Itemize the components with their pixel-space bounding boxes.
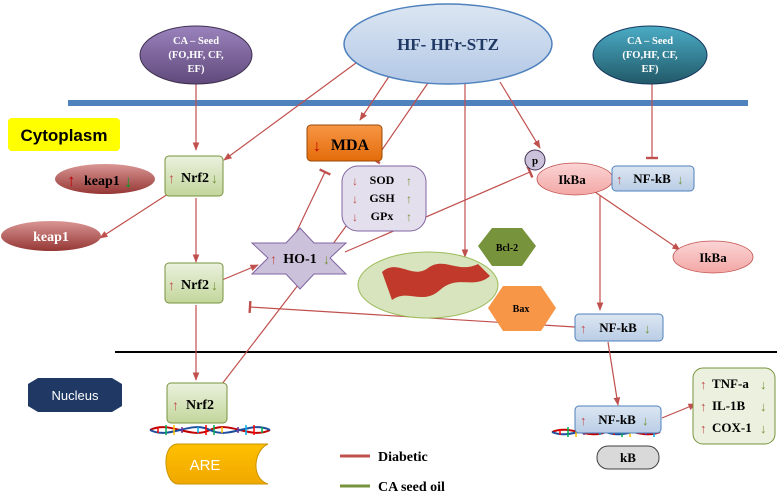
- ca-seed-left-node: CA – Seed (FO,HF, CF, EF): [139, 25, 253, 85]
- nfkb-nucleus-node: ↑ NF-kB ↓: [574, 405, 662, 434]
- cytoplasm-label: Cytoplasm: [8, 118, 120, 151]
- hf-stz-node: HF- HFr-STZ: [343, 3, 553, 85]
- svg-text:↑: ↑: [168, 172, 175, 187]
- svg-text:↓: ↓: [352, 210, 358, 224]
- svg-text:NF-kB: NF-kB: [599, 320, 637, 335]
- svg-text:↑: ↑: [406, 192, 412, 206]
- keap1-up-arrow: ↑: [67, 171, 76, 190]
- ca-seed-right-line1: CA – Seed: [627, 36, 673, 47]
- svg-text:NF-kB: NF-kB: [598, 412, 636, 427]
- mitochondria-node: [357, 251, 499, 319]
- cox1-label: COX-1: [712, 420, 752, 435]
- phospho-node: p: [524, 149, 546, 171]
- gpx-label: GPx: [371, 209, 394, 223]
- keap1-down-arrow: ↓: [124, 172, 133, 191]
- svg-text:p: p: [532, 155, 538, 167]
- svg-text:↑: ↑: [270, 253, 277, 268]
- ca-seed-left-line2: (FO,HF, CF,: [168, 50, 224, 61]
- legend: Diabetic CA seed oil: [340, 450, 445, 494]
- svg-text:↓: ↓: [352, 192, 358, 206]
- svg-text:↑: ↑: [700, 399, 707, 414]
- svg-text:kB: kB: [620, 450, 636, 465]
- svg-text:Nrf2: Nrf2: [186, 398, 214, 413]
- svg-text:keap1: keap1: [33, 230, 69, 245]
- svg-text:↑: ↑: [580, 413, 587, 428]
- ca-seed-left-line1: CA – Seed: [173, 36, 219, 47]
- hf-stz-label: HF- HFr-STZ: [397, 35, 499, 54]
- svg-text:IkBa: IkBa: [558, 172, 586, 187]
- ikba-top-node: IkBa: [536, 162, 614, 196]
- nfkb-top-node: ↑ NF-kB ↓: [611, 165, 695, 192]
- ca-seed-right-node: CA – Seed (FO,HF, CF, EF): [592, 25, 708, 85]
- svg-text:↑: ↑: [168, 279, 175, 294]
- svg-text:NF-kB: NF-kB: [633, 171, 671, 186]
- cytokines-node: ↑ TNF-a ↓ ↑ IL-1B ↓ ↑ COX-1 ↓: [692, 367, 776, 445]
- svg-text:↑: ↑: [406, 174, 412, 188]
- nrf2-nucleus-node: ↑ Nrf2: [166, 382, 228, 424]
- svg-text:Nucleus: Nucleus: [52, 388, 99, 403]
- nfkb-mid-node: ↑ NF-kB ↓: [574, 313, 664, 342]
- svg-text:↑: ↑: [580, 321, 587, 336]
- svg-text:↓: ↓: [760, 377, 767, 392]
- gsh-label: GSH: [369, 191, 395, 205]
- svg-text:Bcl-2: Bcl-2: [496, 243, 518, 254]
- svg-text:Bax: Bax: [513, 304, 530, 315]
- svg-text:↓: ↓: [211, 172, 218, 187]
- ca-seed-right-line3: EF): [642, 64, 659, 75]
- ca-seed-right-line2: (FO,HF, CF,: [622, 50, 678, 61]
- il1b-label: IL-1B: [712, 398, 746, 413]
- bcl2-node: Bcl-2: [478, 228, 536, 266]
- bax-node: Bax: [488, 286, 556, 331]
- svg-text:↓: ↓: [313, 138, 321, 155]
- svg-text:↑: ↑: [406, 210, 412, 224]
- svg-text:Nrf2: Nrf2: [181, 278, 209, 293]
- keap1-upper-node: ↑ keap1 ↓: [55, 164, 155, 194]
- svg-text:HO-1: HO-1: [283, 252, 316, 267]
- are-node: ARE: [165, 443, 269, 485]
- svg-text:Nrf2: Nrf2: [181, 171, 209, 186]
- svg-text:↓: ↓: [323, 253, 330, 268]
- svg-text:↓: ↓: [352, 174, 358, 188]
- svg-text:↑: ↑: [700, 421, 707, 436]
- svg-text:↓: ↓: [760, 421, 767, 436]
- nrf2-mid-node: ↑ Nrf2 ↓: [164, 262, 224, 304]
- svg-text:↑: ↑: [616, 172, 623, 187]
- svg-text:↓: ↓: [644, 321, 651, 336]
- legend-diabetic-label: Diabetic: [378, 450, 428, 465]
- ca-seed-left-line3: EF): [188, 64, 205, 75]
- svg-text:ARE: ARE: [190, 457, 221, 474]
- svg-text:↓: ↓: [211, 279, 218, 294]
- svg-text:Cytoplasm: Cytoplasm: [21, 126, 108, 145]
- connectors: [99, 59, 697, 419]
- tnfa-label: TNF-a: [712, 376, 749, 391]
- svg-text:↓: ↓: [677, 172, 684, 187]
- nrf2-top-node: ↑ Nrf2 ↓: [164, 155, 224, 197]
- ho1-node: ↑ HO-1 ↓: [250, 227, 348, 290]
- svg-text:↓: ↓: [760, 399, 767, 414]
- svg-text:MDA: MDA: [331, 137, 370, 154]
- svg-text:↑: ↑: [172, 399, 179, 414]
- mda-node: ↓ MDA: [306, 124, 383, 162]
- svg-text:↑: ↑: [700, 377, 707, 392]
- dna-left-icon: [149, 425, 271, 435]
- antioxidant-enzymes-node: ↓ SOD ↑ ↓ GSH ↑ ↓ GPx ↑: [341, 165, 427, 232]
- kb-node: kB: [596, 445, 660, 470]
- keap1-lower-node: keap1: [1, 221, 101, 251]
- ikba-right-node: IkBa: [672, 240, 754, 274]
- svg-text:↓: ↓: [642, 413, 649, 428]
- sod-label: SOD: [370, 173, 395, 187]
- legend-ca-seed-label: CA seed oil: [378, 480, 445, 494]
- nucleus-label: Nucleus: [28, 378, 122, 412]
- svg-text:IkBa: IkBa: [699, 250, 727, 265]
- keap1-upper-label: keap1: [84, 174, 120, 189]
